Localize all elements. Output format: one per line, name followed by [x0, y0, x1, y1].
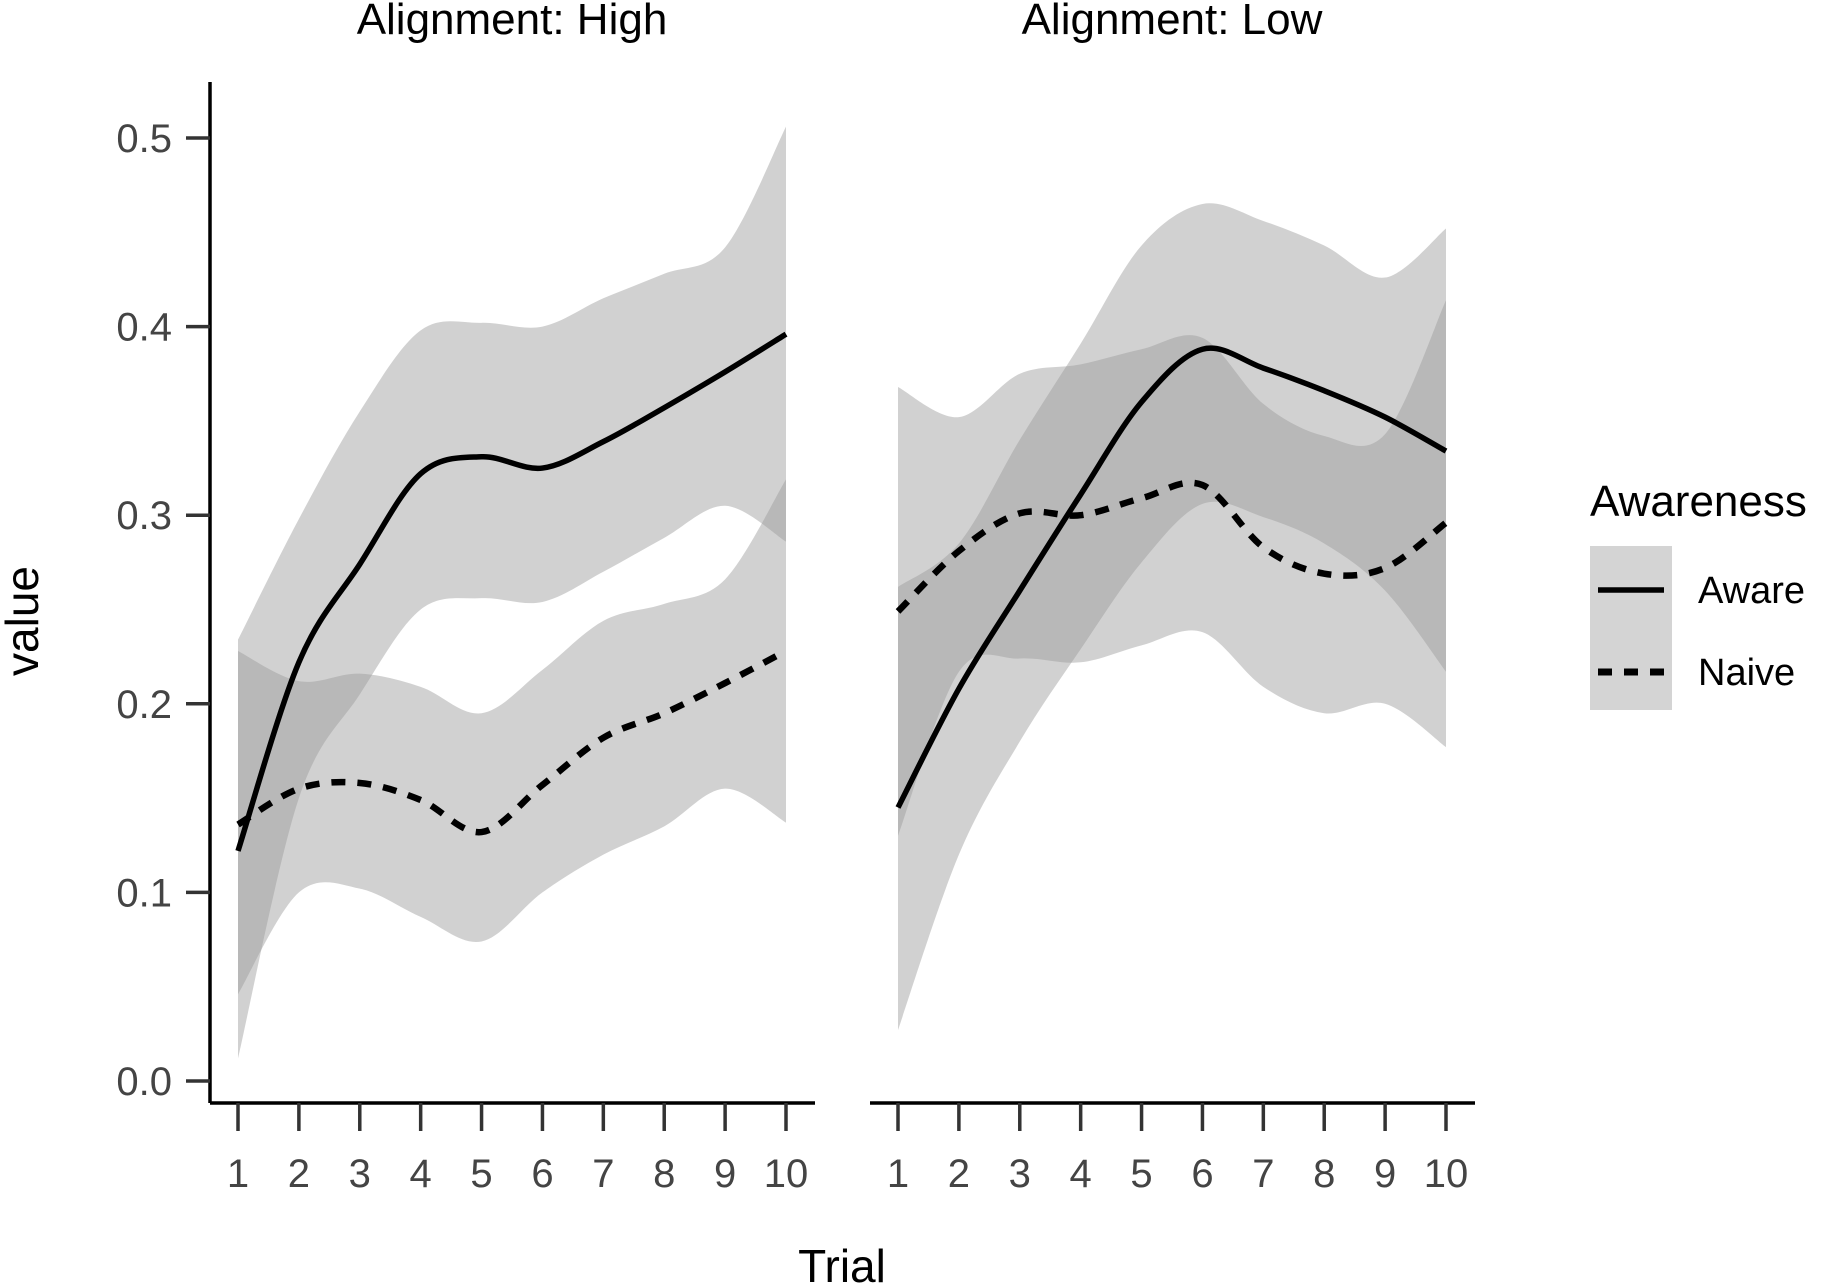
x-tick-label: 9 — [714, 1152, 736, 1196]
x-tick-label: 9 — [1374, 1152, 1396, 1196]
x-tick-label: 4 — [1070, 1152, 1092, 1196]
series-line-naive — [895, 479, 1448, 614]
x-tick-label: 6 — [531, 1152, 553, 1196]
series-line-aware — [895, 345, 1448, 809]
x-tick-label: 3 — [349, 1152, 371, 1196]
legend-title: Awareness — [1590, 477, 1807, 526]
x-tick-label: 8 — [1313, 1152, 1335, 1196]
x-tick-label: 3 — [1009, 1152, 1031, 1196]
y-tick-label: 0.0 — [116, 1060, 172, 1104]
x-tick-label: 4 — [410, 1152, 432, 1196]
series-line-naive — [236, 648, 788, 836]
y-tick-label: 0.5 — [116, 117, 172, 161]
x-tick-label: 10 — [764, 1152, 809, 1196]
legend-key-background — [1590, 546, 1672, 710]
x-tick-label: 2 — [288, 1152, 310, 1196]
x-tick-label: 5 — [470, 1152, 492, 1196]
series-line-aware — [235, 331, 788, 852]
y-axis-title: value — [0, 566, 48, 676]
x-tick-label: 2 — [948, 1152, 970, 1196]
x-tick-label: 1 — [227, 1152, 249, 1196]
confidence-band-naive — [898, 300, 1446, 836]
x-tick-label: 7 — [1252, 1152, 1274, 1196]
confidence-band-aware — [238, 126, 786, 1059]
legend-label-naive: Naive — [1698, 652, 1795, 694]
panel-alignment-high: Alignment: High 1 2 3 4 5 6 7 8 9 10 0.0 0.1 0.2 0.3 0.… — [116, 0, 815, 1196]
panel-alignment-low: Alignment: Low 1 2 3 4 5 6 7 8 9 10 — [870, 0, 1475, 1196]
panel-title: Alignment: Low — [1022, 0, 1323, 44]
x-tick-label: 6 — [1191, 1152, 1213, 1196]
y-tick-label: 0.1 — [116, 871, 172, 915]
x-axis-title: Trial — [798, 1240, 886, 1285]
x-tick-label: 5 — [1130, 1152, 1152, 1196]
panel-title: Alignment: High — [357, 0, 668, 44]
legend: Awareness Aware Naive — [1590, 477, 1807, 710]
y-tick-label: 0.2 — [116, 683, 172, 727]
x-tick-label: 1 — [887, 1152, 909, 1196]
legend-label-aware: Aware — [1698, 570, 1805, 612]
confidence-band-naive — [238, 479, 786, 995]
x-tick-label: 10 — [1424, 1152, 1469, 1196]
confidence-band-aware — [898, 203, 1446, 1031]
y-tick-label: 0.3 — [116, 494, 172, 538]
x-tick-label: 8 — [653, 1152, 675, 1196]
y-tick-label: 0.4 — [116, 306, 172, 350]
x-tick-label: 7 — [592, 1152, 614, 1196]
